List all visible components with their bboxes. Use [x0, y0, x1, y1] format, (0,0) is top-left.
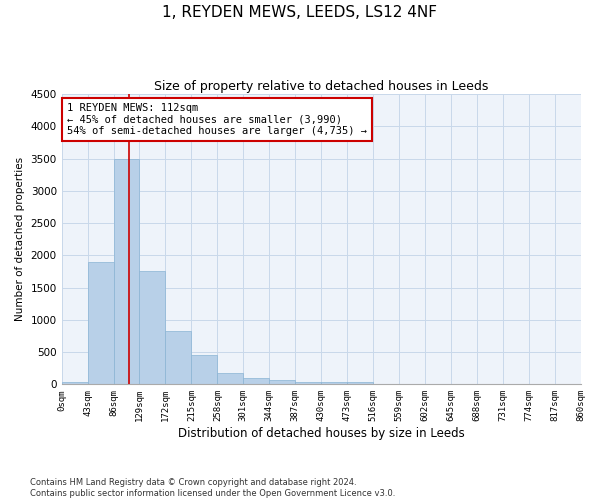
Y-axis label: Number of detached properties: Number of detached properties	[15, 157, 25, 322]
Bar	[295, 382, 321, 384]
Bar	[139, 272, 166, 384]
Bar	[269, 380, 295, 384]
Bar	[243, 378, 269, 384]
Bar	[88, 262, 113, 384]
Text: 1 REYDEN MEWS: 112sqm
← 45% of detached houses are smaller (3,990)
54% of semi-d: 1 REYDEN MEWS: 112sqm ← 45% of detached …	[67, 103, 367, 136]
Bar	[321, 382, 347, 384]
X-axis label: Distribution of detached houses by size in Leeds: Distribution of detached houses by size …	[178, 427, 464, 440]
Bar	[113, 158, 139, 384]
Bar	[217, 373, 243, 384]
Text: Contains HM Land Registry data © Crown copyright and database right 2024.
Contai: Contains HM Land Registry data © Crown c…	[30, 478, 395, 498]
Bar	[191, 356, 217, 384]
Text: 1, REYDEN MEWS, LEEDS, LS12 4NF: 1, REYDEN MEWS, LEEDS, LS12 4NF	[163, 5, 437, 20]
Bar	[347, 382, 373, 384]
Bar	[62, 382, 88, 384]
Bar	[166, 331, 191, 384]
Title: Size of property relative to detached houses in Leeds: Size of property relative to detached ho…	[154, 80, 488, 93]
